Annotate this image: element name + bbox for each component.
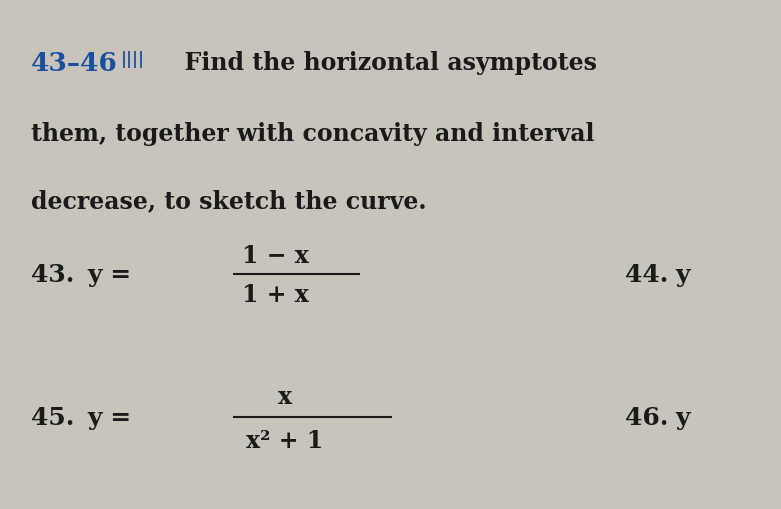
Text: 43–46: 43–46 <box>31 51 118 76</box>
Text: x² + 1: x² + 1 <box>247 429 323 453</box>
Text: Find the horizontal asymptotes: Find the horizontal asymptotes <box>168 51 597 75</box>
Text: y: y <box>676 405 690 430</box>
Text: 44.: 44. <box>625 263 669 287</box>
Text: 1 − x: 1 − x <box>242 243 309 267</box>
Text: 46.: 46. <box>625 405 669 430</box>
Text: y =: y = <box>87 263 131 287</box>
Text: x: x <box>278 384 292 408</box>
Text: y: y <box>676 263 690 287</box>
Text: them, together with concavity and interval: them, together with concavity and interv… <box>31 122 595 146</box>
Text: 43.: 43. <box>31 263 75 287</box>
Text: 45.: 45. <box>31 405 75 430</box>
Text: ||||: |||| <box>121 51 145 68</box>
Text: 1 + x: 1 + x <box>242 282 309 306</box>
Text: decrease, to sketch the curve.: decrease, to sketch the curve. <box>31 188 426 212</box>
Text: y =: y = <box>87 405 131 430</box>
